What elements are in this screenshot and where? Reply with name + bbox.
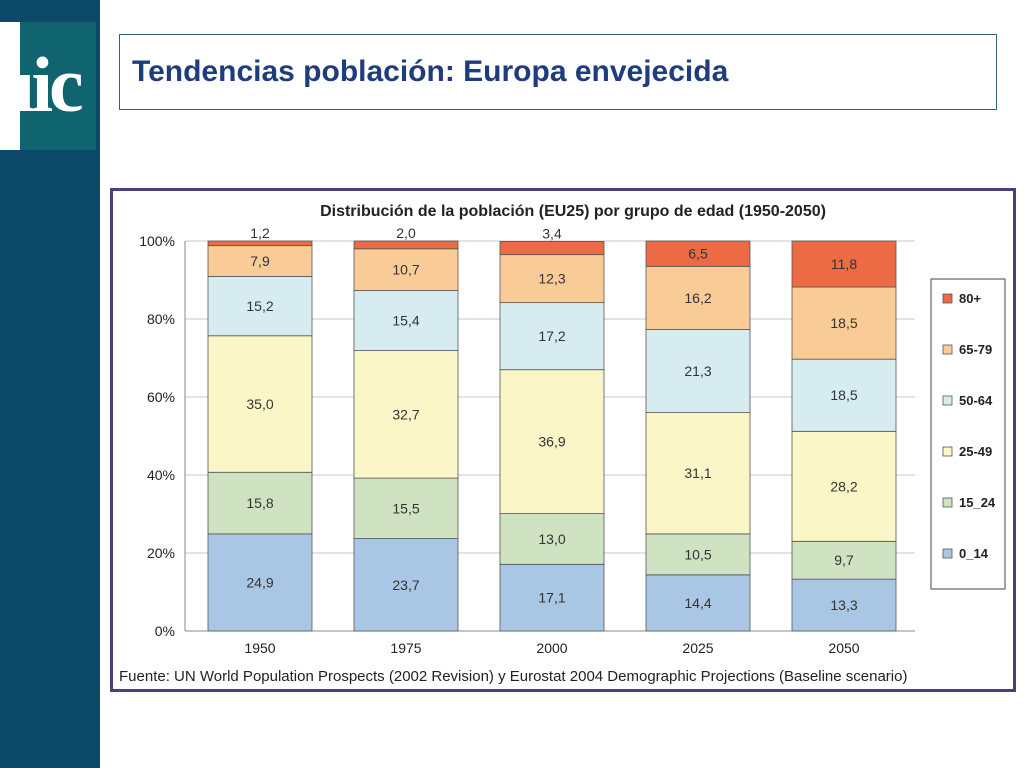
bar-segment (207, 240, 313, 247)
bar-segment (791, 430, 897, 542)
chart-frame: Distribución de la población (EU25) por … (110, 188, 1016, 692)
chart-source: Fuente: UN World Population Prospects (2… (119, 668, 907, 685)
data-label: 13,3 (830, 597, 857, 613)
data-label: 7,9 (250, 253, 270, 269)
bar-segment (645, 574, 751, 632)
bar-segment (499, 254, 605, 304)
data-label: 18,5 (830, 315, 857, 331)
data-label: 1,2 (250, 225, 270, 241)
x-tick-label: 1975 (390, 640, 421, 656)
y-tick-label: 80% (147, 311, 175, 327)
bar-segment (207, 335, 313, 473)
data-label: 24,9 (246, 574, 273, 590)
bar-segment (353, 350, 459, 479)
slide-title-box: Tendencias población: Europa envejecida (119, 34, 997, 110)
bar-segment (499, 513, 605, 565)
legend-box (930, 278, 1006, 590)
bar-segment (207, 471, 313, 535)
data-label: 31,1 (684, 465, 711, 481)
uic-logo: uic (0, 22, 96, 150)
legend-label: 80+ (959, 291, 981, 306)
bar-segment (207, 276, 313, 337)
data-label: 2,0 (396, 225, 416, 241)
data-label: 23,7 (392, 577, 419, 593)
data-label: 35,0 (246, 396, 273, 412)
y-tick-label: 0% (155, 623, 175, 639)
chart-title: Distribución de la población (EU25) por … (320, 203, 826, 220)
data-label: 9,7 (834, 552, 854, 568)
bar-segment (791, 540, 897, 580)
legend-label: 50-64 (959, 393, 993, 408)
data-label: 15,2 (246, 298, 273, 314)
data-label: 17,2 (538, 328, 565, 344)
bar-segment (791, 578, 897, 632)
data-label: 16,2 (684, 290, 711, 306)
x-tick-label: 2050 (828, 640, 859, 656)
data-label: 6,5 (688, 246, 708, 262)
data-label: 32,7 (392, 406, 419, 422)
data-label: 12,3 (538, 271, 565, 287)
data-label: 11,8 (831, 256, 857, 272)
bar-segment (645, 240, 751, 267)
data-label: 36,9 (538, 434, 565, 450)
x-tick-label: 2025 (682, 640, 713, 656)
legend-swatch (942, 293, 953, 304)
legend-swatch (942, 548, 953, 559)
bar-segment (645, 412, 751, 535)
data-label: 13,0 (538, 531, 565, 547)
bar-segment (499, 240, 605, 256)
bar-segment (353, 290, 459, 351)
legend-label: 65-79 (959, 342, 992, 357)
bar-segment (499, 369, 605, 515)
bar-segment (353, 538, 459, 632)
slide-title: Tendencias población: Europa envejecida (132, 55, 729, 88)
legend-swatch (942, 395, 953, 406)
stacked-bar-chart: Distribución de la población (EU25) por … (119, 203, 1006, 685)
data-label: 28,2 (830, 478, 857, 494)
legend-swatch (942, 497, 953, 508)
data-label: 10,5 (684, 546, 711, 562)
bar-segment (499, 563, 605, 632)
data-label: 15,8 (246, 495, 273, 511)
bar-segment (645, 329, 751, 413)
legend-swatch (942, 446, 953, 457)
data-label: 18,5 (830, 387, 857, 403)
bar-segment (207, 245, 313, 277)
y-tick-label: 20% (147, 545, 175, 561)
bar-segment (645, 265, 751, 330)
data-label: 15,5 (392, 500, 419, 516)
legend-label: 25-49 (959, 444, 992, 459)
bar-segment (791, 240, 897, 288)
bar-segment (791, 286, 897, 360)
data-label: 17,1 (538, 590, 565, 606)
data-label: 21,3 (684, 363, 711, 379)
y-tick-label: 100% (139, 233, 175, 249)
bar-segment (645, 533, 751, 576)
bar-segment (207, 533, 313, 632)
x-tick-label: 2000 (536, 640, 567, 656)
bar-segment (499, 302, 605, 371)
x-tick-label: 1950 (244, 640, 275, 656)
y-tick-label: 60% (147, 389, 175, 405)
data-label: 14,4 (684, 595, 711, 611)
data-label: 3,4 (542, 225, 562, 241)
legend-swatch (942, 344, 953, 355)
bar-segment (353, 477, 459, 539)
logo-text: uic (0, 41, 84, 128)
data-label: 10,7 (392, 262, 419, 278)
y-tick-label: 40% (147, 467, 175, 483)
bar-segment (791, 358, 897, 432)
bar-segment (353, 248, 459, 291)
logo-panel (20, 22, 96, 150)
legend-label: 15_24 (959, 495, 996, 510)
bar-segment (353, 240, 459, 250)
legend-label: 0_14 (959, 546, 989, 561)
data-label: 15,4 (392, 313, 419, 329)
